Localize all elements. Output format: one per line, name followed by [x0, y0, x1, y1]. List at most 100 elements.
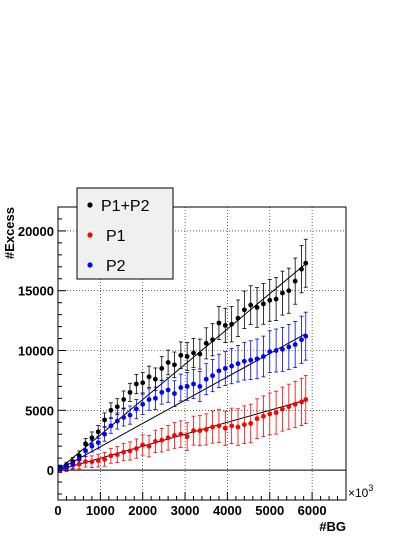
data-point: [184, 383, 190, 389]
data-point: [203, 427, 209, 432]
data-point: [248, 357, 254, 363]
data-point: [241, 422, 247, 428]
data-point: [286, 288, 292, 294]
data-point: [235, 315, 241, 321]
data-points: [57, 260, 309, 472]
data-point: [127, 448, 133, 454]
tick-labels: 0 1000 2000 3000 4000 5000 6000 0 5000 10000 15000…: [18, 224, 327, 518]
data-point: [108, 453, 114, 459]
data-point: [254, 305, 260, 310]
data-point: [114, 418, 120, 424]
y-tick-label: 20000: [18, 224, 54, 239]
legend-label: P1+P2: [101, 198, 150, 215]
data-point: [102, 456, 107, 462]
data-point: [203, 376, 209, 382]
data-point: [210, 424, 215, 430]
data-point: [121, 397, 127, 402]
data-point: [292, 342, 298, 347]
data-point: [222, 425, 228, 431]
data-point: [95, 458, 101, 463]
data-point: [83, 448, 88, 454]
data-point: [172, 391, 177, 396]
y-tick-label: 0: [47, 463, 54, 478]
legend-marker: [87, 202, 93, 208]
data-point: [261, 413, 266, 419]
fit-line: [57, 263, 307, 471]
x-tick-label: 6000: [298, 503, 327, 518]
data-point: [178, 385, 184, 390]
data-point: [286, 404, 292, 410]
data-point: [140, 442, 146, 448]
y-tick-label: 5000: [25, 403, 54, 418]
data-point: [273, 296, 279, 302]
data-point: [235, 361, 241, 367]
data-point: [267, 411, 273, 417]
x-tick-label: 3000: [171, 503, 200, 518]
data-point: [299, 266, 304, 272]
x-tick-label: 2000: [128, 503, 157, 518]
data-point: [197, 351, 203, 357]
x-tick-label: 1000: [86, 503, 115, 518]
y-axis-label: #Excess: [2, 207, 17, 259]
data-point: [159, 366, 165, 371]
data-point: [127, 412, 133, 418]
data-point: [89, 443, 95, 449]
data-point: [172, 433, 177, 438]
data-point: [292, 401, 298, 407]
data-point: [184, 434, 190, 440]
legend-box: [76, 187, 174, 280]
data-point: [172, 362, 177, 368]
data-point: [191, 381, 196, 387]
data-point: [114, 404, 120, 410]
data-point: [83, 441, 88, 447]
data-point: [89, 435, 95, 441]
data-point: [210, 337, 215, 343]
data-point: [83, 459, 88, 465]
data-point: [184, 354, 190, 359]
data-point: [146, 443, 152, 449]
x-axis-multiplier: ×103: [348, 483, 373, 500]
data-point: [95, 429, 101, 435]
data-point: [89, 459, 95, 465]
data-point: [254, 416, 260, 422]
data-point: [108, 407, 114, 413]
data-point: [216, 368, 222, 374]
data-point: [153, 376, 158, 382]
data-point: [210, 373, 215, 379]
data-point: [95, 440, 101, 445]
data-point: [153, 439, 158, 444]
data-point: [303, 260, 309, 266]
data-point: [229, 423, 235, 429]
data-point: [248, 302, 254, 308]
legend-label: P2: [106, 258, 126, 275]
data-point: [280, 406, 285, 412]
y-tick-label: 10000: [18, 344, 54, 359]
legend-label: P1: [106, 228, 126, 245]
legend-entries: P1+P2 P1 P2: [87, 198, 150, 275]
data-point: [303, 333, 309, 339]
x-axis-label: #BG: [319, 519, 346, 534]
data-point: [229, 363, 235, 369]
x-multiplier-exponent: 3: [368, 483, 373, 493]
data-point: [280, 346, 285, 352]
data-point: [102, 417, 107, 423]
data-point: [76, 453, 82, 459]
data-point: [235, 424, 241, 430]
data-point: [159, 389, 165, 395]
data-point: [267, 297, 273, 303]
data-point: [191, 428, 196, 434]
axis-ticks: [57, 206, 347, 500]
x-multiplier-base: ×10: [348, 486, 369, 500]
data-point: [303, 397, 309, 402]
x-tick-label: 4000: [213, 503, 242, 518]
data-point: [197, 383, 203, 389]
data-point: [191, 350, 196, 356]
data-point: [216, 423, 222, 429]
data-point: [159, 437, 165, 443]
data-point: [165, 387, 171, 393]
data-point: [241, 358, 247, 364]
data-point: [153, 395, 158, 401]
data-point: [248, 421, 254, 426]
data-point: [292, 278, 298, 284]
